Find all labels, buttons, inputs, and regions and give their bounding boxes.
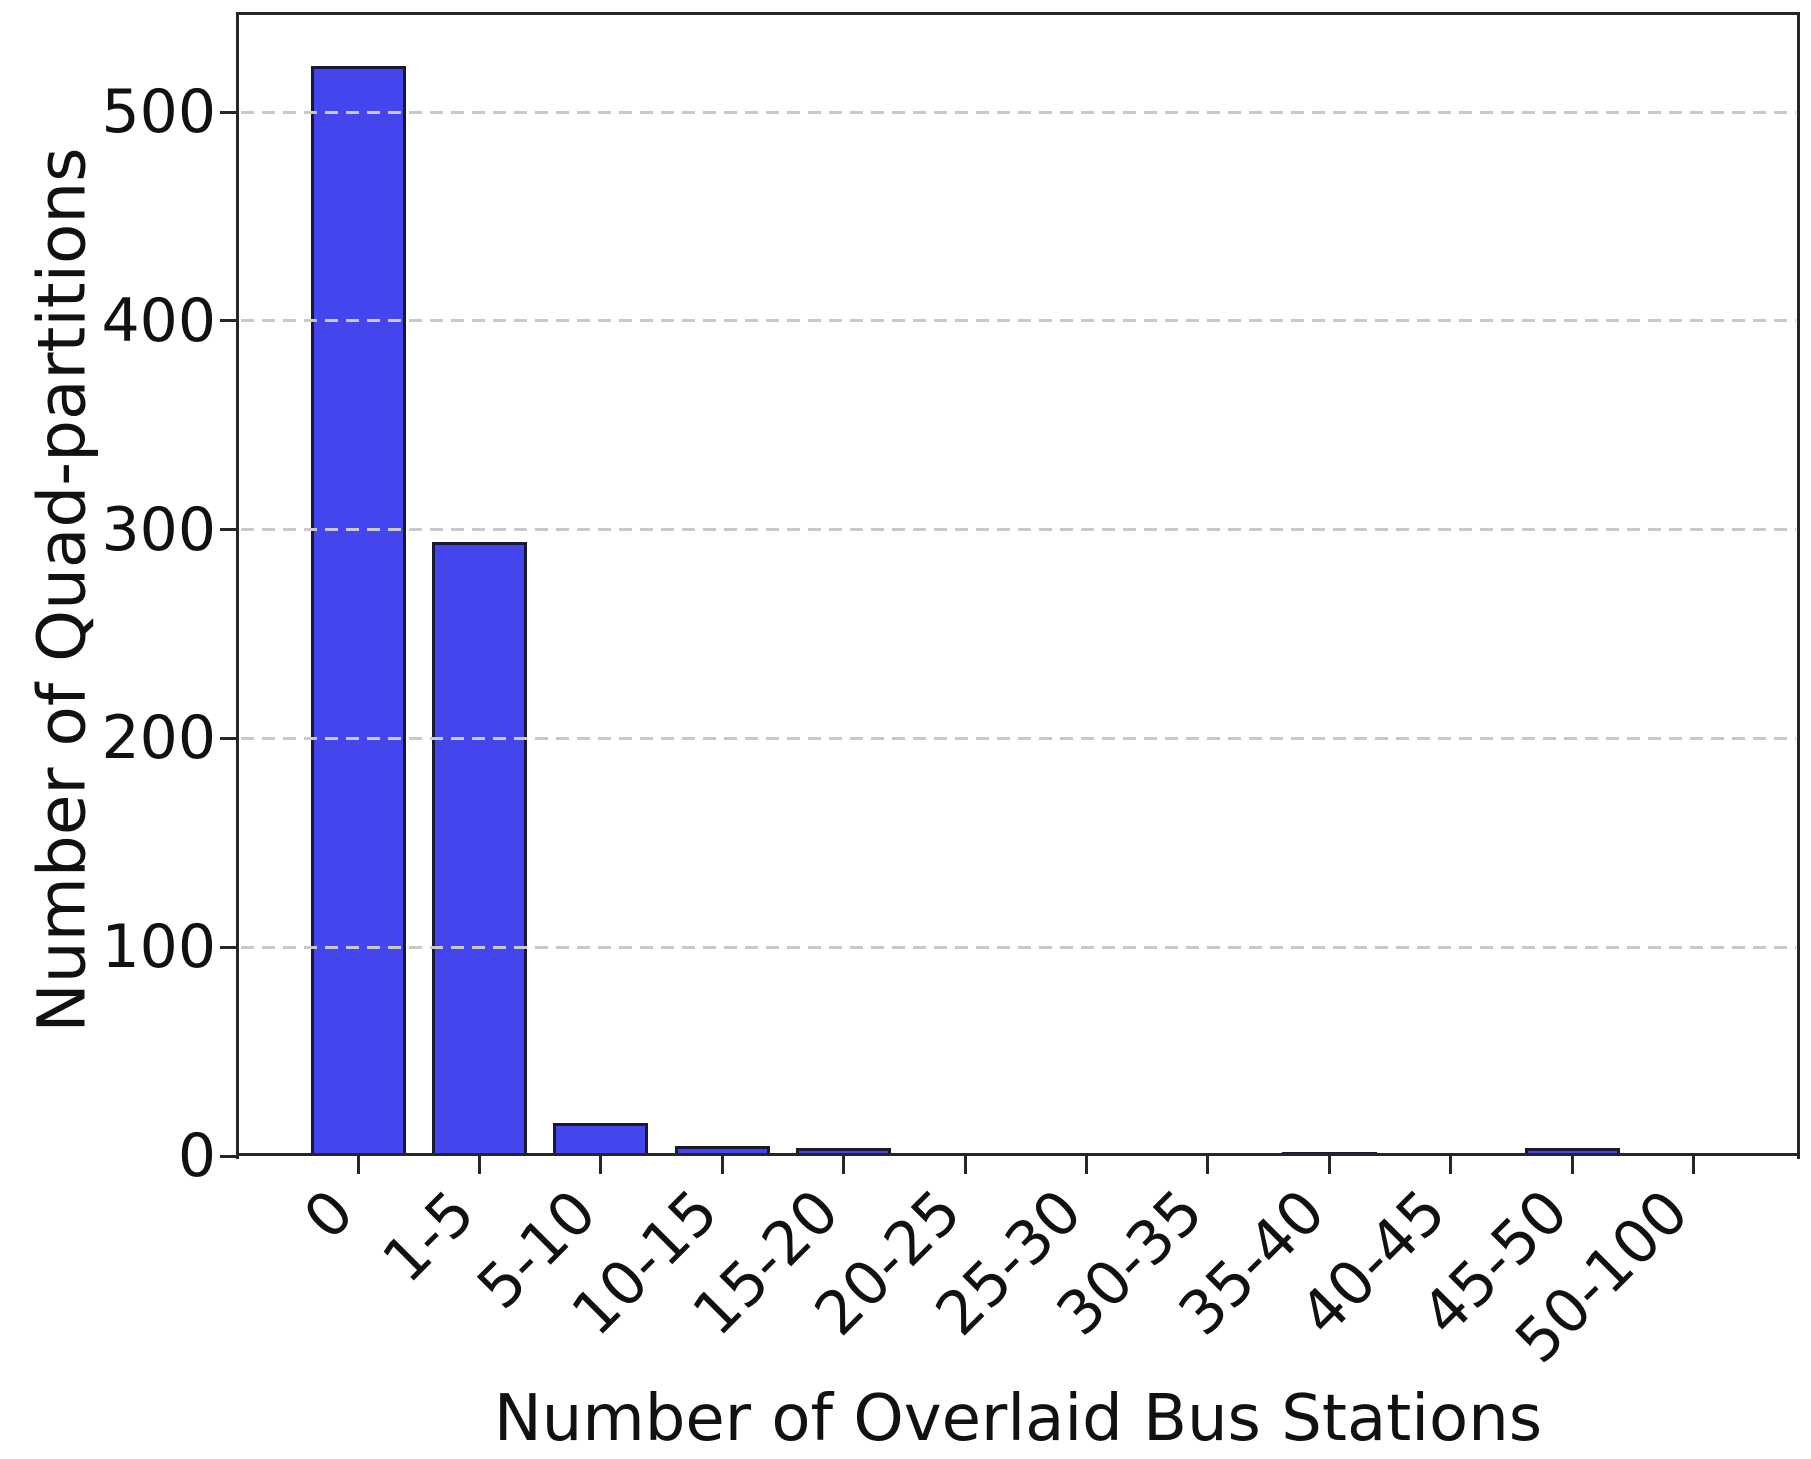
x-tick-mark-40-45 (1449, 1156, 1453, 1174)
gridline-200 (241, 737, 1796, 740)
gridline-100 (241, 946, 1796, 949)
y-tick-label-300: 300 (101, 494, 216, 565)
y-tick-label-500: 500 (101, 77, 216, 148)
bar-5-10 (553, 1122, 649, 1156)
x-tick-mark-1-5 (477, 1156, 481, 1174)
y-tick-label-100: 100 (101, 912, 216, 983)
x-tick-mark-5-10 (599, 1156, 603, 1174)
y-tick-mark-0 (220, 1154, 236, 1158)
x-tick-mark-0 (356, 1156, 360, 1174)
x-tick-mark-35-40 (1327, 1156, 1331, 1174)
bar-10-15 (674, 1145, 770, 1156)
x-tick-mark-15-20 (842, 1156, 846, 1174)
y-axis-title: Number of Quad-partitions (23, 147, 101, 1033)
x-axis-title: Number of Overlaid Bus Stations (493, 1382, 1543, 1456)
x-tick-mark-30-35 (1206, 1156, 1210, 1174)
plot-area (238, 12, 1799, 1156)
right-spine (1797, 12, 1800, 1159)
y-tick-label-200: 200 (101, 703, 216, 774)
bar-15-20 (796, 1147, 892, 1156)
y-tick-mark-200 (220, 736, 236, 740)
gridline-300 (241, 528, 1796, 531)
x-tick-mark-25-30 (1084, 1156, 1088, 1174)
x-tick-label-0: 0 (290, 1177, 367, 1254)
gridline-400 (241, 319, 1796, 322)
gridline-500 (241, 111, 1796, 114)
bar-0 (310, 66, 406, 1156)
y-tick-label-0: 0 (177, 1121, 216, 1191)
left-spine (236, 12, 239, 1159)
y-tick-mark-300 (220, 528, 236, 532)
x-tick-mark-45-50 (1570, 1156, 1574, 1174)
x-tick-mark-20-25 (963, 1156, 967, 1174)
top-spine (236, 12, 1800, 15)
x-tick-mark-10-15 (720, 1156, 724, 1174)
bottom-spine (236, 1153, 1800, 1156)
y-tick-mark-400 (220, 319, 236, 323)
x-tick-mark-50-100 (1691, 1156, 1695, 1174)
y-tick-mark-500 (220, 110, 236, 114)
y-tick-mark-100 (220, 945, 236, 949)
bar-45-50 (1524, 1147, 1620, 1156)
bar-1-5 (431, 542, 527, 1156)
y-tick-label-400: 400 (101, 285, 216, 356)
